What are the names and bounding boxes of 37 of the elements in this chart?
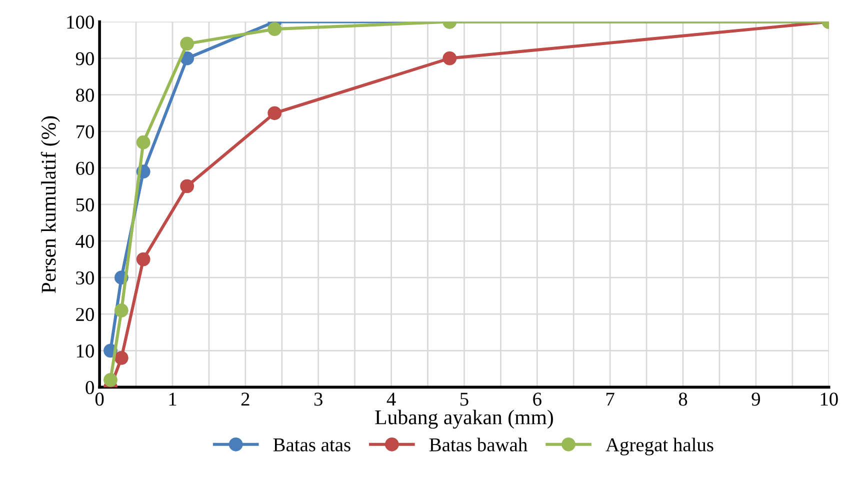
legend-label: Batas bawah (429, 438, 528, 452)
y-tick-label: 20 (76, 308, 94, 322)
x-tick-label: 6 (533, 392, 542, 406)
point (136, 252, 150, 266)
y-tick-label: 70 (76, 125, 94, 138)
point (114, 351, 128, 365)
y-tick-label: 90 (76, 52, 94, 66)
x-tick-label: 0 (95, 392, 104, 406)
point (114, 304, 128, 318)
y-tick-label: 80 (76, 88, 94, 102)
point (104, 372, 118, 387)
y-tick-label: 40 (76, 234, 94, 248)
x-tick-label: 5 (460, 392, 468, 406)
y-tick-label: 30 (76, 271, 94, 285)
legend-label: Agregat halus (606, 438, 714, 456)
x-tick-label: 1 (169, 392, 176, 406)
x-tick-label: 8 (678, 392, 688, 406)
y-tick-label: 0 (86, 381, 94, 394)
x-tick-label: 10 (820, 392, 838, 406)
point (268, 106, 282, 120)
point (136, 135, 150, 150)
legend-label: Batas atas (273, 438, 350, 452)
point (268, 22, 282, 36)
x-tick-label: 9 (752, 392, 760, 406)
y-axis-title: Persen kumulatif (%) (40, 116, 60, 293)
y-tick-label: 60 (76, 162, 94, 175)
point (442, 51, 457, 66)
y-tick-label: 10 (76, 344, 94, 358)
y-tick-label: 100 (67, 16, 94, 29)
x-tick-label: 2 (241, 392, 250, 406)
x-tick-label: 3 (314, 392, 322, 406)
x-axis-title: Lubang ayakan (mm) (375, 410, 553, 429)
y-tick-label: 50 (76, 198, 94, 212)
x-tick-label: 7 (606, 392, 614, 406)
x-tick-label: 4 (386, 392, 396, 406)
point (180, 179, 194, 194)
point (180, 36, 194, 51)
